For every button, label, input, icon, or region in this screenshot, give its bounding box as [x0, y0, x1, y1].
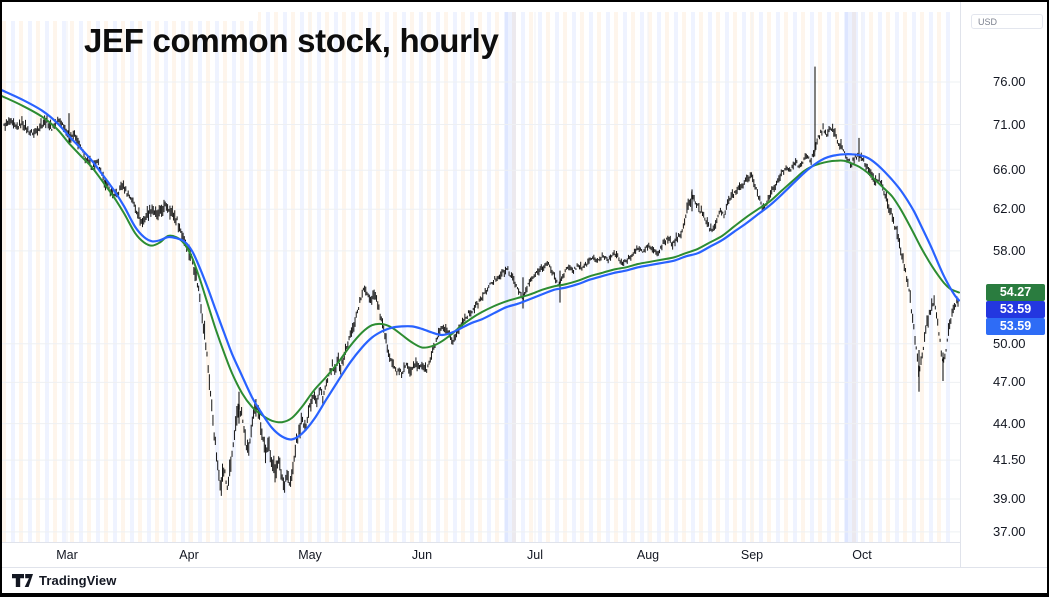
price-tick-label: 44.00: [993, 416, 1026, 431]
session-highlight-band: [845, 12, 858, 542]
price-tick-label: 37.00: [993, 524, 1026, 539]
tradingview-link[interactable]: TradingView: [12, 573, 116, 588]
price-bars: [3, 115, 959, 496]
chart-canvas[interactable]: JEF common stock, hourly: [2, 2, 960, 542]
currency-label: USD: [971, 14, 1043, 29]
tradingview-brand-text: TradingView: [39, 573, 117, 588]
price-chart-plot[interactable]: [2, 2, 960, 542]
session-stripes: [2, 12, 950, 542]
price-badge-ma-fast-green: 54.27: [986, 284, 1045, 301]
price-badge-last-price: 53.59: [986, 318, 1045, 335]
price-badge-ma-slow-blue: 53.59: [986, 301, 1045, 318]
month-label-jul: Jul: [527, 548, 543, 562]
time-axis[interactable]: Mar Apr May Jun Jul Aug Sep Oct: [2, 543, 960, 567]
price-tick-label: 50.00: [993, 336, 1026, 351]
month-label-may: May: [298, 548, 322, 562]
month-label-aug: Aug: [636, 548, 660, 562]
month-label-mar: Mar: [56, 548, 78, 562]
price-tick-label: 58.00: [993, 243, 1026, 258]
month-label-oct: Oct: [852, 548, 872, 562]
price-axis-separator: [960, 2, 961, 567]
attribution-separator: [2, 567, 1047, 568]
chart-title: JEF common stock, hourly: [84, 22, 499, 59]
month-label-jun: Jun: [411, 548, 433, 562]
price-tick-label: 66.00: [993, 162, 1026, 177]
price-axis[interactable]: USD 76.00 71.00 66.00 62.00 58.00 50.00 47.00 4…: [961, 2, 1047, 567]
time-axis-separator: [2, 542, 1047, 543]
ma-fast-line: [2, 95, 960, 424]
ma-slow-line: [2, 89, 960, 441]
price-tick-label: 71.00: [993, 117, 1026, 132]
price-tick-label: 41.50: [993, 452, 1026, 467]
month-label-apr: Apr: [179, 548, 199, 562]
month-label-sep: Sep: [740, 548, 764, 562]
price-tick-label: 39.00: [993, 491, 1026, 506]
price-tick-label: 76.00: [993, 74, 1026, 89]
attribution-bar: TradingView: [2, 568, 1047, 593]
tradingview-logo-icon: [12, 574, 33, 587]
price-tick-label: 47.00: [993, 374, 1026, 389]
legend-background: [2, 2, 258, 21]
price-tick-label: 62.00: [993, 201, 1026, 216]
